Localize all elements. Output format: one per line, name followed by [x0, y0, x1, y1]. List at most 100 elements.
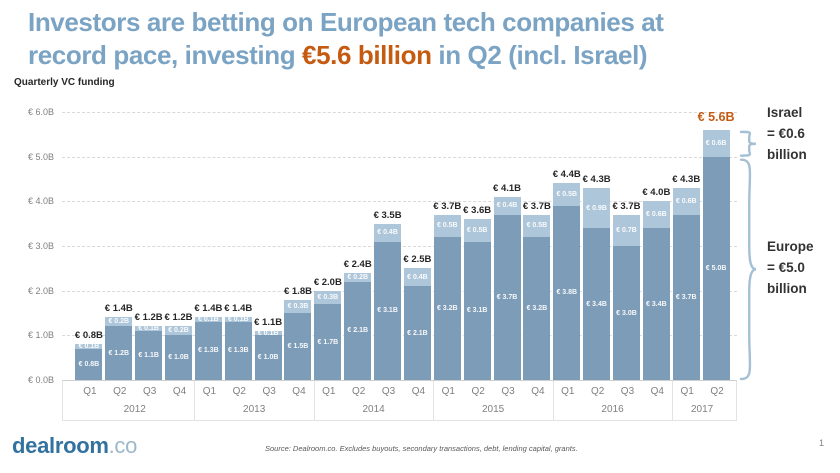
- bar-2014-q1: € 0.3B € 1.7B: [314, 290, 342, 380]
- bar-2017-q1: € 0.6B € 3.7B: [672, 187, 700, 380]
- year-group-label: 2016: [601, 404, 624, 415]
- quarter-tick-label: Q4: [650, 386, 664, 397]
- europe-segment-label: € 1.5B: [287, 343, 309, 350]
- israel-segment: € 0.6B: [672, 187, 700, 215]
- quarter-tick-label: Q3: [501, 386, 515, 397]
- bar-2012-q4: € 0.2B € 1.0B: [165, 326, 193, 380]
- europe-segment: € 0.8B: [75, 348, 103, 380]
- europe-annotation: Europe = €5.0 billion: [767, 236, 814, 299]
- gridline-4b: [62, 201, 737, 203]
- title-line2-post: in Q2 (incl. Israel): [431, 40, 648, 70]
- quarter-tick-label: Q3: [620, 386, 635, 397]
- bar-total-label: € 5.6B: [697, 109, 735, 124]
- israel-segment: € 0.1B: [224, 316, 252, 323]
- quarter-tick-label: Q4: [292, 386, 306, 397]
- israel-annotation-line: = €0.6: [767, 126, 805, 141]
- chart-subtitle: Quarterly VC funding: [14, 77, 115, 88]
- europe-segment: € 1.0B: [254, 335, 282, 380]
- title-line2-pre: record pace, investing: [28, 40, 303, 70]
- europe-segment: € 1.2B: [105, 326, 133, 380]
- y-tick-label: € 6.0B: [27, 107, 54, 117]
- bar-total-label: € 4.3B: [582, 173, 611, 185]
- europe-segment: € 3.4B: [642, 228, 670, 380]
- quarter-tick-label: Q3: [262, 386, 276, 397]
- page-title: Investors are betting on European tech c…: [28, 6, 834, 72]
- y-tick-label: € 0.0B: [27, 375, 54, 385]
- gridline-6b: [62, 112, 737, 113]
- europe-segment: € 3.7B: [493, 214, 521, 380]
- brace-annotations: [739, 130, 757, 381]
- europe-segment-label: € 1.2B: [108, 349, 130, 357]
- israel-segment: € 0.2B: [165, 326, 193, 336]
- quarter-tick-label: Q1: [83, 386, 97, 397]
- europe-segment-label: € 2.1B: [347, 327, 369, 335]
- israel-segment: € 0.3B: [314, 290, 342, 305]
- y-tick-label: € 5.0B: [27, 151, 54, 162]
- israel-segment: € 0.4B: [374, 223, 402, 242]
- israel-segment-label: € 0.5B: [556, 191, 578, 199]
- bar-2016-q1: € 0.5B € 3.8B: [553, 183, 581, 380]
- israel-segment: € 0.9B: [583, 187, 611, 229]
- europe-segment: € 3.0B: [612, 246, 640, 380]
- bar-2017-q2: € 0.6B € 5.0B: [702, 129, 730, 380]
- page-number: 1: [818, 438, 824, 448]
- quarter-tick-label: Q3: [142, 386, 157, 397]
- year-group-label: 2015: [481, 404, 505, 415]
- israel-segment: € 0.4B: [493, 196, 521, 215]
- europe-segment-label: € 1.7B: [317, 338, 339, 346]
- europe-segment-label: € 1.1B: [138, 351, 159, 359]
- europe-segment: € 3.7B: [672, 214, 700, 380]
- europe-brace: [739, 158, 757, 381]
- quarter-tick-label: Q2: [352, 386, 366, 397]
- quarter-tick-label: Q1: [322, 386, 336, 397]
- bar-2012-q3: € 0.1B € 1.1B: [135, 325, 163, 380]
- europe-segment-label: € 3.1B: [377, 307, 398, 315]
- quarter-tick-label: Q4: [172, 386, 187, 397]
- bar-2014-q3: € 0.4B € 3.1B: [374, 223, 402, 380]
- bar-total-label: € 3.7B: [433, 200, 462, 212]
- europe-segment-label: € 1.0B: [168, 354, 189, 362]
- israel-segment: € 0.1B: [135, 325, 163, 332]
- europe-segment: € 2.1B: [344, 281, 372, 380]
- logo-main-text: dealroom: [12, 433, 109, 458]
- israel-segment: € 0.5B: [523, 214, 551, 238]
- israel-segment: € 0.7B: [612, 214, 640, 246]
- europe-segment-label: € 1.3B: [198, 347, 219, 355]
- bar-total-label: € 1.1B: [254, 316, 283, 328]
- israel-segment: € 0.1B: [75, 343, 103, 351]
- israel-segment: € 0.1B: [194, 316, 222, 323]
- israel-segment-label: € 0.5B: [526, 222, 548, 230]
- bar-total-label: € 2.5B: [403, 254, 432, 266]
- y-tick-label: € 3.0B: [27, 241, 54, 251]
- bar-total-label: € 4.4B: [552, 169, 581, 181]
- quarter-tick-label: Q1: [680, 386, 694, 397]
- title-line1: Investors are betting on European tech c…: [28, 7, 664, 37]
- bar-total-label: € 3.7B: [612, 200, 641, 212]
- quarter-tick-label: Q4: [531, 386, 545, 397]
- israel-segment: € 0.2B: [105, 317, 133, 327]
- europe-segment: € 3.4B: [583, 228, 611, 380]
- europe-segment-label: € 5.0B: [705, 264, 727, 272]
- quarter-tick-label: Q2: [113, 386, 127, 397]
- israel-segment-label: € 0.5B: [436, 222, 458, 230]
- israel-brace: [739, 130, 757, 157]
- europe-segment: € 3.1B: [374, 241, 402, 380]
- europe-segment-label: € 3.1B: [466, 307, 488, 315]
- europe-segment-label: € 3.8B: [556, 289, 578, 297]
- bar-2012-q2: € 0.2B € 1.2B: [105, 317, 133, 380]
- israel-segment: € 0.6B: [702, 129, 730, 157]
- europe-segment: € 3.2B: [433, 237, 461, 380]
- bar-total-label: € 1.2B: [164, 312, 193, 324]
- europe-segment-label: € 3.4B: [646, 300, 667, 308]
- bar-2015-q4: € 0.5B € 3.2B: [523, 214, 551, 380]
- israel-segment-label: € 0.1B: [78, 343, 100, 351]
- europe-segment: € 1.0B: [165, 335, 193, 380]
- israel-annotation: Israel = €0.6 billion: [767, 102, 807, 165]
- israel-segment: € 0.5B: [463, 219, 491, 242]
- quarter-tick-label: Q2: [232, 386, 246, 397]
- israel-segment-label: € 0.1B: [257, 329, 279, 337]
- israel-segment-label: € 0.4B: [496, 202, 518, 210]
- israel-segment: € 0.6B: [642, 201, 670, 229]
- israel-segment-label: € 0.7B: [616, 226, 637, 234]
- israel-segment-label: € 0.4B: [407, 273, 428, 281]
